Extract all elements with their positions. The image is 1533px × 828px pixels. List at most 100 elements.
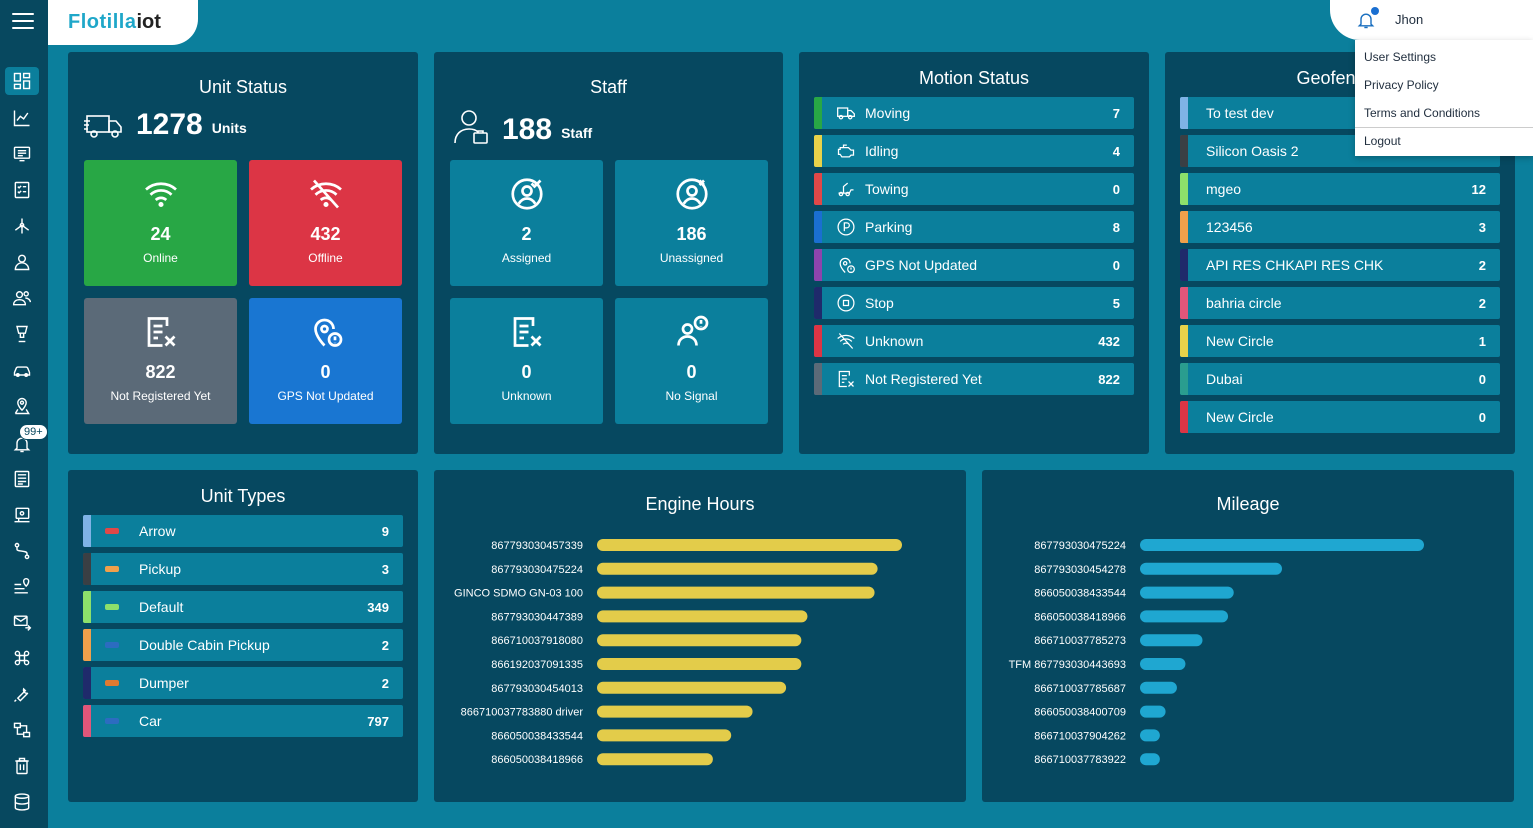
bar[interactable]	[597, 610, 808, 623]
bar[interactable]	[597, 681, 787, 694]
route-icon[interactable]	[5, 537, 39, 565]
motion-status-row[interactable]: Not Registered Yet 822	[814, 363, 1134, 395]
color-stripe	[814, 211, 822, 243]
bar[interactable]	[597, 562, 878, 575]
logo[interactable]: Flotilla iot	[48, 0, 198, 45]
motion-status-row[interactable]: Idling 4	[814, 135, 1134, 167]
unit-type-row[interactable]: Dumper 2	[83, 667, 403, 699]
online-tile[interactable]: 24 Online	[84, 160, 237, 286]
bar[interactable]	[597, 539, 902, 551]
geofence-row[interactable]: Dubai 0	[1180, 363, 1500, 395]
row-label: New Circle	[1206, 409, 1274, 425]
bar[interactable]	[597, 658, 802, 670]
motion-status-row[interactable]: Towing 0	[814, 173, 1134, 205]
bar[interactable]	[597, 634, 802, 647]
bar[interactable]	[1140, 634, 1203, 647]
wrench-icon[interactable]	[5, 680, 39, 708]
geofence-row[interactable]: New Circle 0	[1180, 401, 1500, 433]
unit-type-row[interactable]: Pickup 3	[83, 553, 403, 585]
command-icon[interactable]	[5, 644, 39, 672]
location-icon[interactable]	[5, 392, 39, 420]
bar[interactable]	[597, 586, 875, 599]
device-icon[interactable]	[5, 320, 39, 348]
privacy-policy-menu-item[interactable]: Privacy Policy	[1364, 78, 1439, 92]
notification-count-badge: 99+	[19, 424, 48, 440]
bar[interactable]	[1140, 586, 1234, 599]
route-pin-icon[interactable]	[5, 573, 39, 601]
motion-status-row[interactable]: Unknown 432	[814, 325, 1134, 357]
workflow-icon[interactable]	[5, 716, 39, 744]
geofence-row[interactable]: New Circle 1	[1180, 325, 1500, 357]
bell-icon[interactable]: 99+	[5, 424, 48, 458]
bar[interactable]	[1140, 681, 1177, 694]
terms-menu-item[interactable]: Terms and Conditions	[1364, 106, 1481, 120]
checklist-icon[interactable]	[5, 176, 39, 204]
bar[interactable]	[1140, 729, 1160, 742]
user-name[interactable]: Jhon	[1395, 12, 1424, 27]
user-settings-menu-item[interactable]: User Settings	[1364, 50, 1437, 64]
monitor-icon[interactable]	[5, 501, 39, 529]
car-icon[interactable]	[5, 356, 39, 384]
motion-status-row[interactable]: Parking 8	[814, 211, 1134, 243]
not-registered-tile[interactable]: 822 Not Registered Yet	[84, 298, 237, 424]
row-label: Pickup	[139, 561, 182, 577]
users-icon[interactable]	[5, 284, 39, 312]
unassigned-tile[interactable]: 186 Unassigned	[615, 160, 768, 286]
geofence-row[interactable]: mgeo 12	[1180, 173, 1500, 205]
unit-type-row[interactable]: Car 797	[83, 705, 403, 737]
mail-icon[interactable]	[5, 608, 39, 636]
geofence-row[interactable]: bahria circle 2	[1180, 287, 1500, 319]
bar[interactable]	[1140, 658, 1186, 670]
bar[interactable]	[1140, 562, 1282, 575]
geofence-row[interactable]: 123456 3	[1180, 211, 1500, 243]
bar[interactable]	[1140, 610, 1229, 623]
tile-label: Not Registered Yet	[110, 389, 211, 403]
vehicle-type-icon	[105, 528, 119, 534]
user-icon[interactable]	[5, 248, 39, 276]
bar[interactable]	[597, 729, 732, 742]
motion-status-panel: Motion Status Moving 7 Idling 4 Towing 0 Parki…	[799, 52, 1149, 454]
gps-not-updated-tile[interactable]: 0 GPS Not Updated	[249, 298, 402, 424]
bar[interactable]	[1140, 539, 1424, 551]
bar-label: 867793030454278	[1034, 564, 1126, 576]
row-value: 12	[1471, 181, 1486, 197]
tile-label: GPS Not Updated	[277, 389, 374, 403]
color-stripe	[1180, 363, 1188, 395]
bar[interactable]	[597, 753, 713, 766]
gps-alert-icon	[313, 318, 342, 347]
bar-label: 866710037785273	[1034, 635, 1126, 647]
row-value: 797	[367, 713, 389, 729]
logout-menu-item[interactable]: Logout	[1364, 134, 1401, 148]
dashboard-icon[interactable]	[5, 67, 39, 95]
bar-label: 867793030475224	[491, 564, 583, 576]
menu-toggle-icon[interactable]	[12, 13, 34, 29]
unit-type-row[interactable]: Default 349	[83, 591, 403, 623]
bar[interactable]	[1140, 753, 1160, 766]
network-icon[interactable]	[5, 212, 39, 240]
mileage-panel: Mileage 867793030475224 867793030454278 86…	[982, 470, 1514, 802]
geofence-row[interactable]: API RES CHKAPI RES CHK 2	[1180, 249, 1500, 281]
assigned-tile[interactable]: 2 Assigned	[450, 160, 603, 286]
motion-status-row[interactable]: GPS Not Updated 0	[814, 249, 1134, 281]
database-icon[interactable]	[5, 788, 39, 816]
motion-status-row[interactable]: Stop 5	[814, 287, 1134, 319]
unit-type-row[interactable]: Arrow 9	[83, 515, 403, 547]
trash-icon[interactable]	[5, 752, 39, 780]
unknown-tile[interactable]: 0 Unknown	[450, 298, 603, 424]
notification-bell-icon[interactable]	[1356, 7, 1379, 30]
document-x-icon	[831, 369, 861, 389]
color-stripe	[83, 629, 91, 661]
unit-type-row[interactable]: Double Cabin Pickup 2	[83, 629, 403, 661]
no-signal-tile[interactable]: 0 No Signal	[615, 298, 768, 424]
analytics-icon[interactable]	[5, 104, 39, 132]
bar[interactable]	[1140, 705, 1166, 718]
row-value: 349	[367, 599, 389, 615]
color-stripe	[814, 363, 822, 395]
motion-status-row[interactable]: Moving 7	[814, 97, 1134, 129]
document-icon[interactable]	[5, 465, 39, 493]
reports-icon[interactable]	[5, 140, 39, 168]
offline-tile[interactable]: 432 Offline	[249, 160, 402, 286]
panel-title: Mileage	[1216, 494, 1280, 514]
bar[interactable]	[597, 705, 753, 718]
vehicle-type-icon	[105, 604, 119, 610]
